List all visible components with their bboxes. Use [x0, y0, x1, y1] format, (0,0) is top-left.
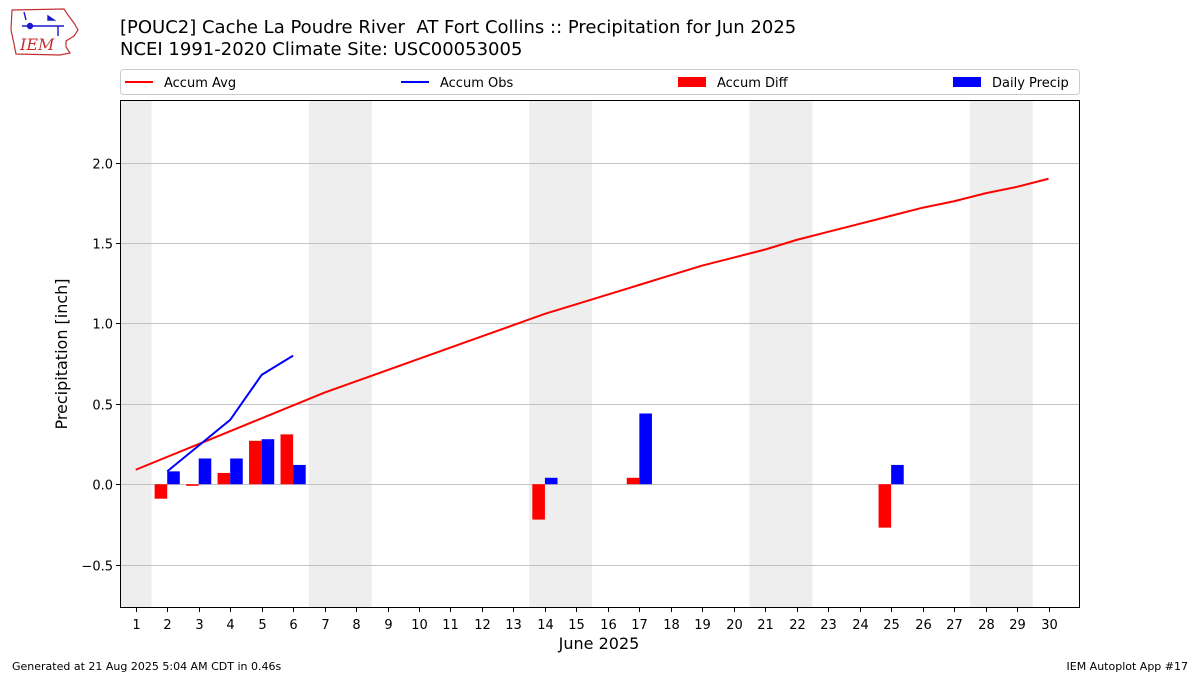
x-tick-label-9: 9 [384, 618, 392, 633]
x-tick-label-10: 10 [411, 618, 428, 633]
iem-logo: IEM [10, 8, 79, 56]
x-axis-label: June 2025 [558, 634, 640, 653]
bar-accum-diff-day-17 [626, 477, 640, 485]
x-tick-label-4: 4 [226, 618, 234, 633]
x-tick-label-26: 26 [915, 618, 932, 633]
x-tick-label-23: 23 [820, 618, 837, 633]
x-tick-label-19: 19 [694, 618, 711, 633]
bar-daily-precip-day-3 [198, 458, 212, 485]
x-tick-label-27: 27 [946, 618, 963, 633]
grid-lines [120, 163, 1080, 566]
legend: Accum Avg Accum Obs Accum Diff Daily Precip [120, 69, 1080, 95]
legend-label-accum-diff: Accum Diff [717, 76, 789, 91]
x-tick-label-5: 5 [258, 618, 266, 633]
chart-subtitle: NCEI 1991-2020 Climate Site: USC00053005 [120, 39, 523, 60]
bar-accum-diff-day-6 [280, 434, 294, 485]
x-tick-label-17: 17 [631, 618, 648, 633]
y-tick-label-3: 1.0 [92, 318, 113, 333]
x-tick-label-30: 30 [1041, 618, 1058, 633]
bar-daily-precip-day-25 [891, 464, 904, 485]
x-tick-label-15: 15 [568, 618, 585, 633]
plot-area-frame [120, 100, 1080, 608]
x-tick-label-21: 21 [757, 618, 774, 633]
weekend-shade-2 [529, 100, 593, 608]
bars [154, 413, 904, 528]
x-tick-label-16: 16 [600, 618, 617, 633]
line-accum-avg [135, 177, 1049, 471]
chart-title: [POUC2] Cache La Poudre River AT Fort Co… [120, 17, 797, 38]
lines [135, 177, 1049, 473]
x-tick-label-25: 25 [883, 618, 900, 633]
y-tick-label-4: 1.5 [92, 238, 113, 253]
iowa-state-outline [10, 8, 79, 56]
legend-frame [120, 69, 1080, 95]
x-tick-label-18: 18 [663, 618, 680, 633]
legend-swatch-accum-diff [678, 77, 706, 87]
bar-daily-precip-day-5 [261, 439, 275, 485]
legend-label-daily-precip: Daily Precip [992, 76, 1069, 91]
line-accum-obs [166, 354, 294, 473]
x-tick-label-12: 12 [474, 618, 491, 633]
weekend-shade-3 [749, 100, 813, 608]
bar-accum-diff-day-25 [878, 484, 892, 528]
x-tick-label-7: 7 [321, 618, 329, 633]
app-credit: IEM Autoplot App #17 [1066, 660, 1189, 673]
logo-text: IEM [19, 35, 55, 54]
x-tick-label-3: 3 [195, 618, 203, 633]
y-axis-ticks: −0.5 0.0 0.5 1.0 1.5 2.0 [81, 158, 120, 575]
x-tick-label-11: 11 [442, 618, 459, 633]
x-tick-label-14: 14 [537, 618, 554, 633]
x-tick-label-24: 24 [852, 618, 869, 633]
bar-daily-precip-day-14 [544, 477, 558, 485]
y-tick-label-0: −0.5 [81, 560, 113, 575]
y-axis-label: Precipitation [inch] [52, 278, 71, 429]
y-tick-label-1: 0.0 [92, 479, 113, 494]
x-tick-label-8: 8 [352, 618, 360, 633]
x-tick-label-29: 29 [1009, 618, 1026, 633]
bar-accum-diff-day-5 [249, 440, 262, 485]
x-tick-label-1: 1 [132, 618, 140, 633]
weekend-shade-4 [969, 100, 1033, 608]
legend-swatch-daily-precip [953, 77, 981, 87]
x-tick-label-6: 6 [289, 618, 297, 633]
bar-daily-precip-day-17 [639, 413, 652, 485]
bar-daily-precip-day-4 [230, 458, 243, 485]
x-tick-label-20: 20 [726, 618, 743, 633]
bar-accum-diff-day-4 [217, 472, 231, 485]
bar-daily-precip-day-6 [293, 464, 306, 485]
generated-timestamp: Generated at 21 Aug 2025 5:04 AM CDT in … [12, 660, 282, 673]
x-tick-label-13: 13 [505, 618, 522, 633]
weather-station-icon [22, 11, 64, 36]
y-tick-label-5: 2.0 [92, 158, 113, 173]
bar-accum-diff-day-2 [154, 484, 168, 499]
bar-accum-diff-day-14 [532, 484, 545, 520]
x-axis-ticks: 1 2 3 4 5 6 7 8 9 10 11 12 13 14 15 16 17 18 19 20 21 22 23 24 2… [132, 608, 1058, 633]
x-tick-label-28: 28 [978, 618, 995, 633]
weekend-shade-0 [120, 100, 152, 608]
legend-label-accum-obs: Accum Obs [440, 76, 513, 91]
x-tick-label-22: 22 [789, 618, 806, 633]
weekend-shading [120, 100, 1033, 608]
legend-label-accum-avg: Accum Avg [164, 76, 236, 91]
x-tick-label-2: 2 [163, 618, 171, 633]
bar-accum-diff-day-3 [186, 484, 199, 486]
bar-daily-precip-day-2 [167, 471, 180, 485]
y-tick-label-2: 0.5 [92, 399, 113, 414]
weekend-shade-1 [308, 100, 372, 608]
